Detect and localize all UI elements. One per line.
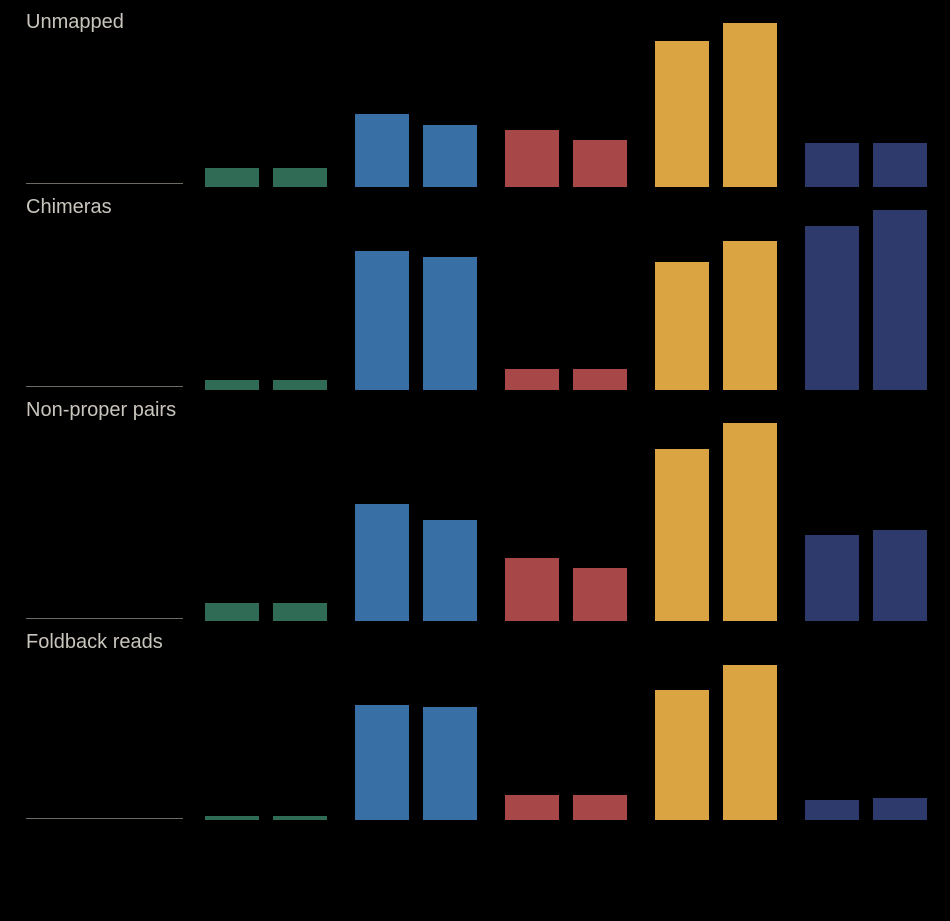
plot-area bbox=[205, 630, 935, 820]
bar bbox=[505, 558, 559, 621]
bar bbox=[273, 816, 327, 820]
bar bbox=[805, 226, 859, 390]
panel-title: Chimeras bbox=[26, 195, 186, 220]
bar bbox=[873, 798, 927, 820]
bar bbox=[805, 535, 859, 621]
bar bbox=[273, 168, 327, 187]
chart-panel: Chimeras bbox=[0, 195, 950, 390]
panel-divider bbox=[26, 386, 183, 387]
panel-divider bbox=[26, 618, 183, 619]
bar bbox=[723, 23, 777, 188]
panel-divider bbox=[26, 183, 183, 184]
chart-panel: Unmapped bbox=[0, 10, 950, 187]
panel-label-wrap: Non-proper pairs bbox=[26, 398, 186, 423]
bar bbox=[655, 449, 709, 621]
panel-label-wrap: Foldback reads bbox=[26, 630, 186, 655]
bar bbox=[505, 130, 559, 187]
bar bbox=[655, 690, 709, 820]
panel-title: Unmapped bbox=[26, 10, 186, 35]
bar bbox=[805, 800, 859, 820]
bar bbox=[423, 707, 477, 820]
panel-label-wrap: Unmapped bbox=[26, 10, 186, 35]
bar bbox=[423, 125, 477, 187]
bar bbox=[355, 251, 409, 390]
bar bbox=[655, 41, 709, 187]
bar bbox=[355, 705, 409, 820]
bar bbox=[205, 168, 259, 187]
chart-panel: Non-proper pairs bbox=[0, 398, 950, 621]
bar bbox=[873, 210, 927, 390]
panel-title: Foldback reads bbox=[26, 630, 186, 655]
bar bbox=[205, 603, 259, 621]
bar bbox=[573, 140, 627, 187]
bar bbox=[573, 369, 627, 390]
plot-area bbox=[205, 10, 935, 187]
bar bbox=[723, 423, 777, 621]
bar bbox=[805, 143, 859, 187]
panel-divider bbox=[26, 818, 183, 819]
bar bbox=[723, 241, 777, 390]
chart-panel: Foldback reads bbox=[0, 630, 950, 820]
bar bbox=[423, 520, 477, 621]
bar bbox=[723, 665, 777, 820]
plot-area bbox=[205, 398, 935, 621]
bar bbox=[505, 795, 559, 820]
bar bbox=[355, 504, 409, 621]
bar bbox=[873, 530, 927, 621]
bar bbox=[205, 816, 259, 820]
bar bbox=[423, 257, 477, 390]
bar bbox=[655, 262, 709, 390]
bar bbox=[355, 114, 409, 187]
bar bbox=[273, 380, 327, 390]
plot-area bbox=[205, 195, 935, 390]
bar bbox=[573, 568, 627, 621]
bar bbox=[505, 369, 559, 390]
panel-label-wrap: Chimeras bbox=[26, 195, 186, 220]
bar bbox=[273, 603, 327, 621]
panel-title: Non-proper pairs bbox=[26, 398, 186, 423]
bar bbox=[573, 795, 627, 820]
bar bbox=[873, 143, 927, 187]
bar bbox=[205, 380, 259, 390]
